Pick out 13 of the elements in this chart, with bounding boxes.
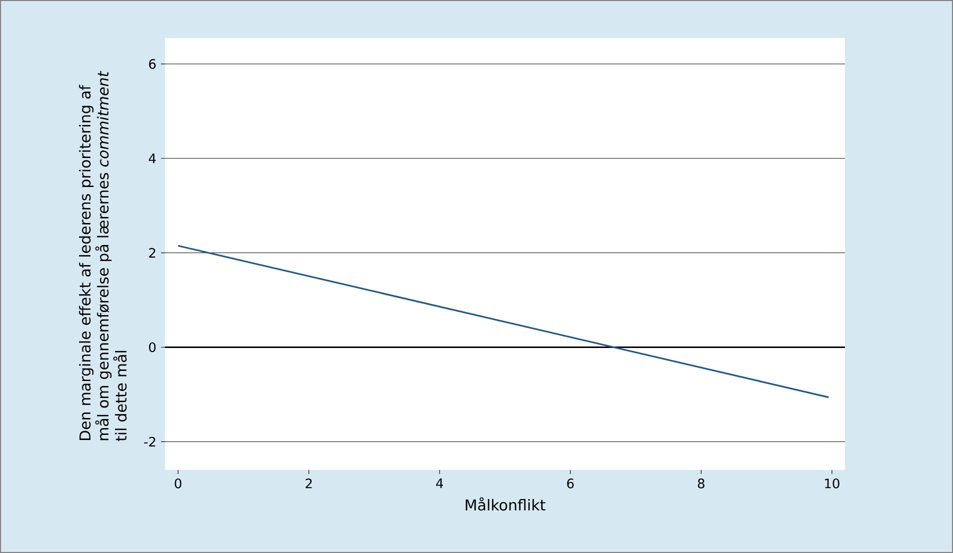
y-tick-label: -2 [144,436,156,446]
x-tick-label: 10 [825,478,840,488]
x-tick-label: 4 [436,478,444,488]
y-tick-label: 0 [149,342,156,352]
x-tick-label: 2 [306,478,312,488]
y-tick-label: 2 [149,248,156,258]
y-tick-label: 4 [148,154,156,164]
y-tick-label: 6 [149,59,156,69]
x-axis-title: Målkonflikt [466,497,546,511]
text: Den marginale effekt af lederens prioritering af mål om gennemførelse på lærernes commitment til dette mål [79,70,127,442]
x-tick-label: 0 [174,478,182,488]
x-tick-label: 8 [698,478,704,488]
x-tick-label: 6 [567,478,574,488]
